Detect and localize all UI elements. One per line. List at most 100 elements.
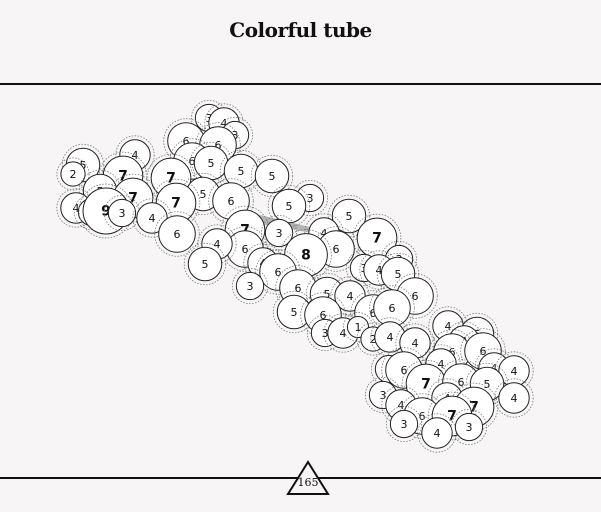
circle-halo — [460, 328, 506, 374]
circle-number: 6 — [401, 364, 408, 377]
number-circle[interactable]: 3 — [385, 405, 423, 443]
circle-number: 3 — [322, 327, 329, 340]
circle-number: 3 — [401, 418, 408, 431]
circle-number: 5 — [238, 165, 245, 178]
circle-number: 6 — [228, 195, 235, 208]
circle-halo — [395, 323, 435, 363]
number-circle[interactable]: 5 — [183, 242, 227, 286]
circle-halo — [327, 194, 371, 238]
circle-number: 5 — [202, 258, 209, 271]
circle-number: 5 — [286, 200, 293, 213]
circle-number: 3 — [119, 207, 126, 220]
circle-number: 4 — [387, 331, 394, 344]
circle-number: 6 — [419, 410, 426, 423]
circle-number: 4 — [398, 399, 405, 412]
circle-number: 2 — [370, 333, 377, 346]
circle-number: 8 — [301, 248, 311, 264]
number-circle[interactable]: 3 — [450, 408, 488, 446]
circle-number: 6 — [480, 345, 487, 358]
number-circle[interactable]: 5 — [250, 154, 294, 198]
circle-number: 5 — [200, 188, 207, 201]
circle-body — [389, 409, 419, 439]
circle-number: 3 — [307, 192, 314, 205]
circle-number: 7 — [128, 191, 138, 207]
header-divider — [0, 83, 601, 85]
circle-halo — [204, 103, 244, 143]
number-circle[interactable]: 6 — [369, 285, 415, 331]
circle-number: 6 — [189, 155, 196, 168]
circle-number: 4 — [347, 290, 354, 303]
circle-number: 4 — [321, 227, 328, 240]
circle-number: 3 — [380, 389, 387, 402]
circle-number: 4 — [149, 212, 156, 225]
number-circle[interactable]: 7 — [352, 213, 402, 263]
circle-number: 3 — [247, 280, 254, 293]
circle-body — [158, 215, 196, 253]
circle-halo — [260, 214, 298, 252]
circle-number: 1 — [355, 321, 362, 334]
circle-halo — [231, 267, 269, 305]
circle-number: 5 — [395, 268, 402, 281]
number-circle[interactable]: 3 — [231, 267, 269, 305]
circle-halo — [56, 157, 90, 191]
circle-number: 6 — [174, 228, 181, 241]
circle-halo — [267, 184, 311, 228]
circle-body — [107, 198, 137, 228]
circle-number: 3 — [466, 421, 473, 434]
circle-number: 4 — [214, 238, 221, 251]
circle-body — [235, 271, 265, 301]
number-circle[interactable]: 3 — [260, 214, 298, 252]
circle-body — [60, 161, 86, 187]
circle-halo — [385, 405, 423, 443]
circle-number: 6 — [183, 135, 190, 148]
circle-number: 7 — [118, 169, 128, 185]
circle-number: 3 — [232, 129, 239, 142]
circle-number: 7 — [421, 377, 431, 393]
circle-body — [331, 198, 367, 234]
number-circle[interactable]: 4 — [395, 323, 435, 363]
number-circle[interactable]: 2 — [56, 157, 90, 191]
circle-number: 5 — [346, 210, 353, 223]
circle-halo — [61, 143, 105, 187]
circle-number: 7 — [372, 231, 382, 247]
circle-number: 6 — [333, 243, 340, 256]
circle-number: 5 — [484, 378, 491, 391]
circle-number: 6 — [449, 346, 456, 359]
circle-halo — [450, 408, 488, 446]
circle-number: 5 — [269, 170, 276, 183]
circle-number: 5 — [208, 157, 215, 170]
level-title: Colorful tube — [229, 18, 372, 42]
circle-number: 4 — [376, 264, 383, 277]
circle-body — [271, 188, 307, 224]
circle-number: 7 — [171, 196, 181, 212]
circle-number: 6 — [370, 307, 377, 320]
number-circle[interactable]: 6 — [154, 211, 200, 257]
circle-number: 6 — [275, 266, 282, 279]
number-circle[interactable]: 4 — [494, 378, 534, 418]
circle-body — [254, 158, 290, 194]
circle-body — [187, 246, 223, 282]
circle-number: 6 — [389, 302, 396, 315]
number-circle[interactable]: 3 — [103, 194, 141, 232]
circle-number: 4 — [434, 427, 441, 440]
circle-number: 4 — [511, 392, 518, 405]
circle-halo — [197, 224, 237, 264]
circle-number: 6 — [458, 376, 465, 389]
circle-number: 6 — [215, 139, 222, 152]
level-number: 165 — [297, 476, 319, 489]
number-circle[interactable]: 5 — [267, 184, 311, 228]
circle-number: 5 — [80, 159, 87, 172]
circle-number: 6 — [295, 282, 302, 295]
circle-number: 9 — [101, 204, 111, 220]
circle-number: 6 — [242, 243, 249, 256]
number-circle[interactable]: 5 — [327, 194, 371, 238]
circle-body — [454, 412, 484, 442]
circle-number: 4 — [73, 202, 80, 215]
circle-number: 4 — [340, 327, 347, 340]
circle-number: 4 — [445, 320, 452, 333]
circle-halo — [369, 285, 415, 331]
circle-number: 7 — [469, 400, 479, 416]
circle-number: 4 — [412, 337, 419, 350]
circle-number: 4 — [438, 358, 445, 371]
